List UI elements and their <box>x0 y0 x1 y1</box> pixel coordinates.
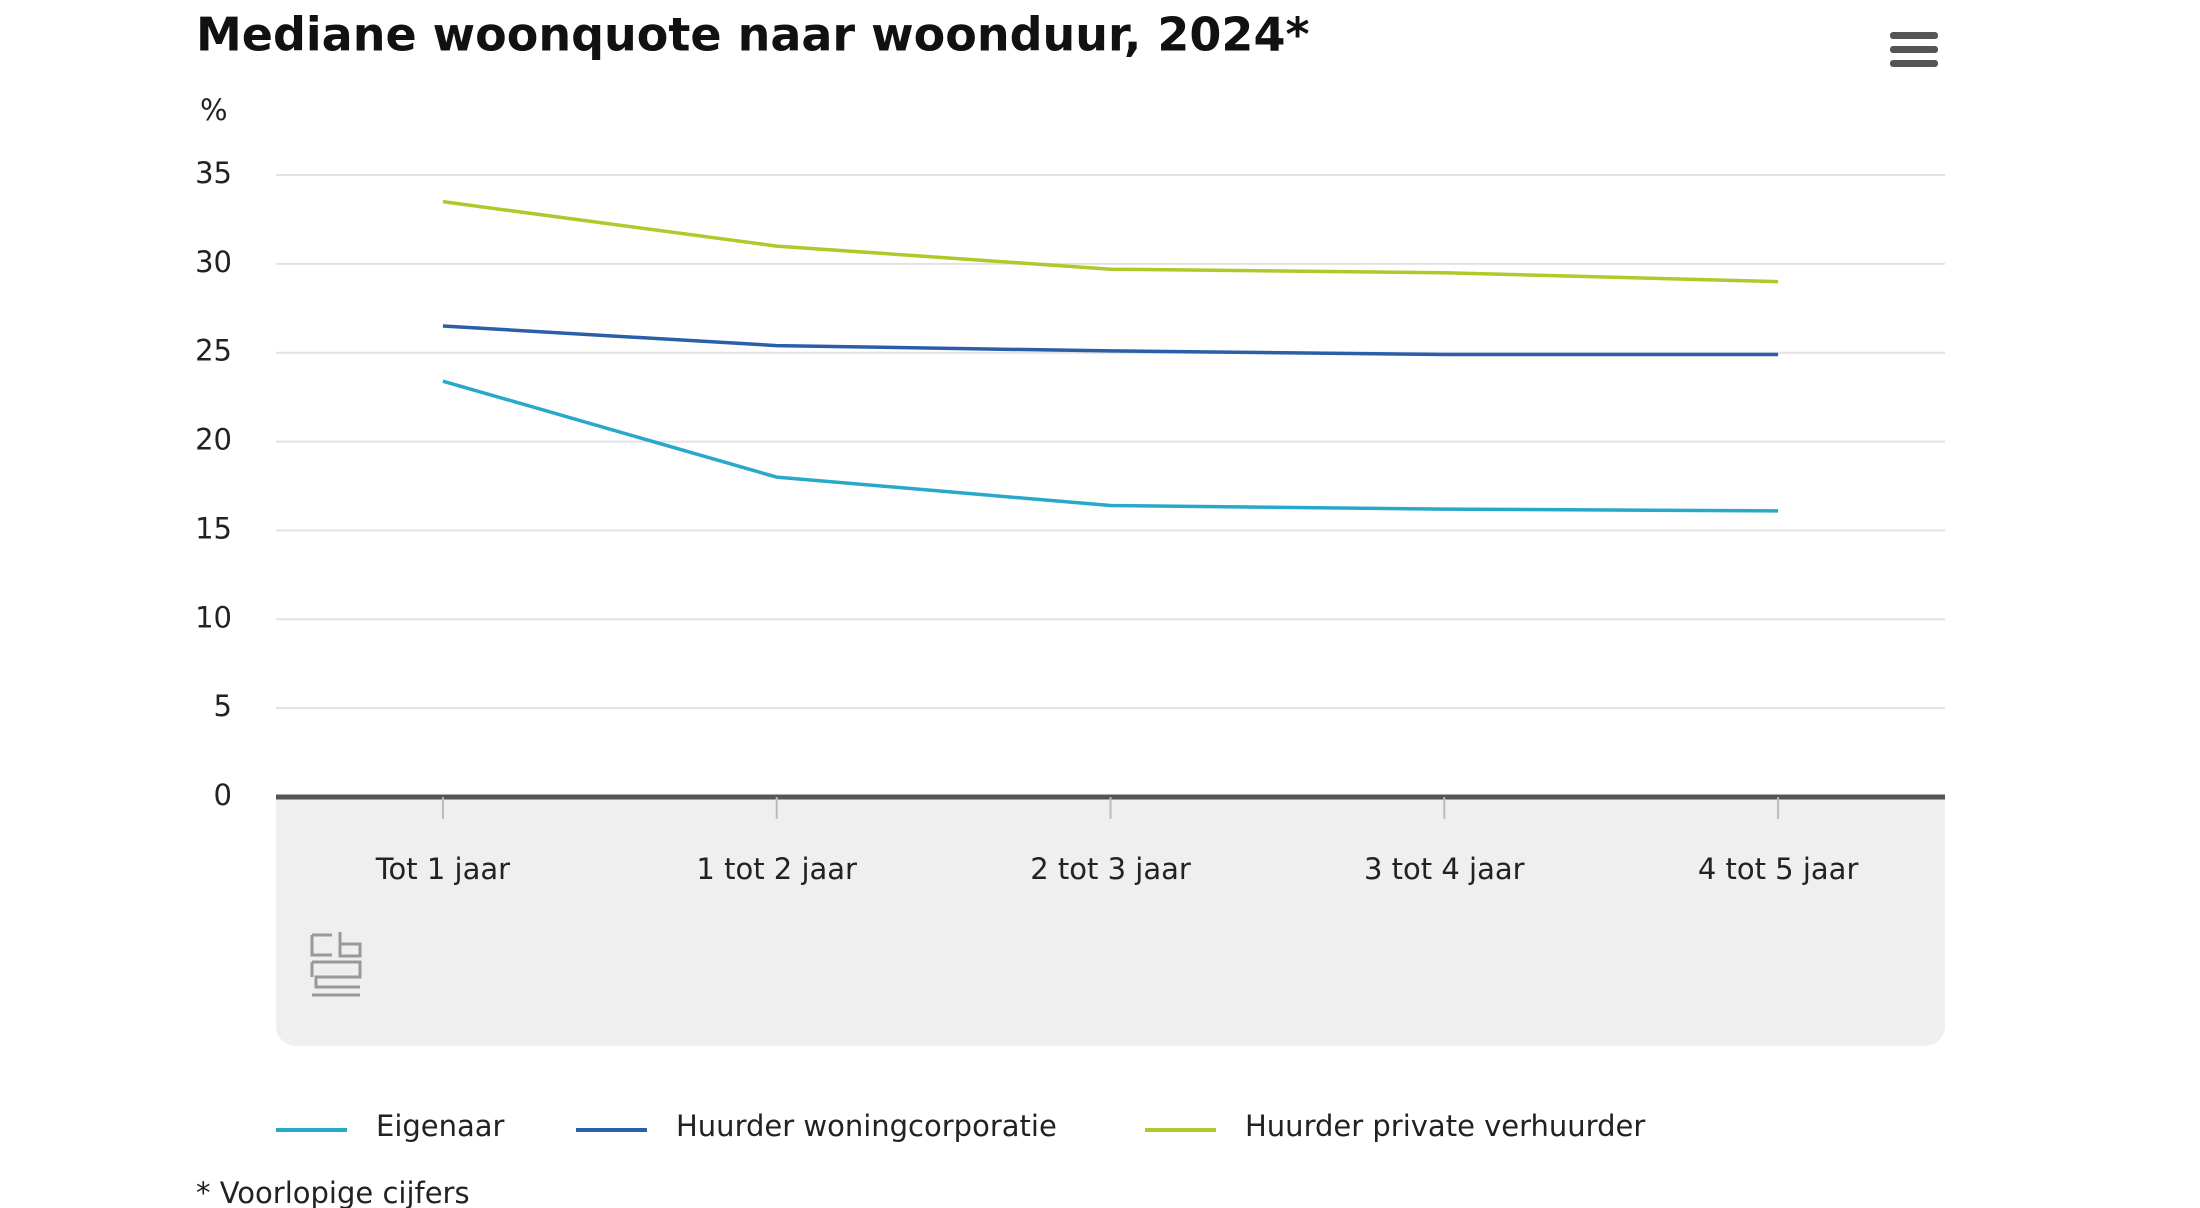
series-line <box>442 324 1779 357</box>
y-tick-label: 30 <box>195 245 232 279</box>
cbs-logo <box>310 932 362 997</box>
chart-title: Mediane woonquote naar woonduur, 2024* <box>196 8 1310 62</box>
y-tick-label: 25 <box>195 334 232 368</box>
y-tick-label: 10 <box>195 600 232 634</box>
y-tick-label: 0 <box>214 778 232 812</box>
x-tick-label: Tot 1 jaar <box>375 852 510 886</box>
x-tick-label: 2 tot 3 jaar <box>1030 852 1191 886</box>
x-tick-label: 4 tot 5 jaar <box>1698 852 1859 886</box>
x-tick-label: 3 tot 4 jaar <box>1364 852 1525 886</box>
legend-label: Huurder private verhuurder <box>1245 1109 1645 1143</box>
x-axis-band <box>276 797 1945 1046</box>
series-line <box>442 199 1779 284</box>
legend-label: Eigenaar <box>376 1109 505 1143</box>
footnote: * Voorlopige cijfers <box>196 1176 470 1208</box>
y-tick-label: 15 <box>195 511 232 545</box>
y-tick-label: 5 <box>214 689 232 723</box>
legend-label: Huurder woningcorporatie <box>676 1109 1057 1143</box>
y-axis-label: % <box>200 93 228 127</box>
x-tick-label: 1 tot 2 jaar <box>696 852 857 886</box>
series-line <box>442 379 1779 513</box>
y-tick-label: 20 <box>195 423 232 457</box>
y-tick-label: 35 <box>195 156 232 190</box>
menu-icon[interactable] <box>1890 32 1938 67</box>
